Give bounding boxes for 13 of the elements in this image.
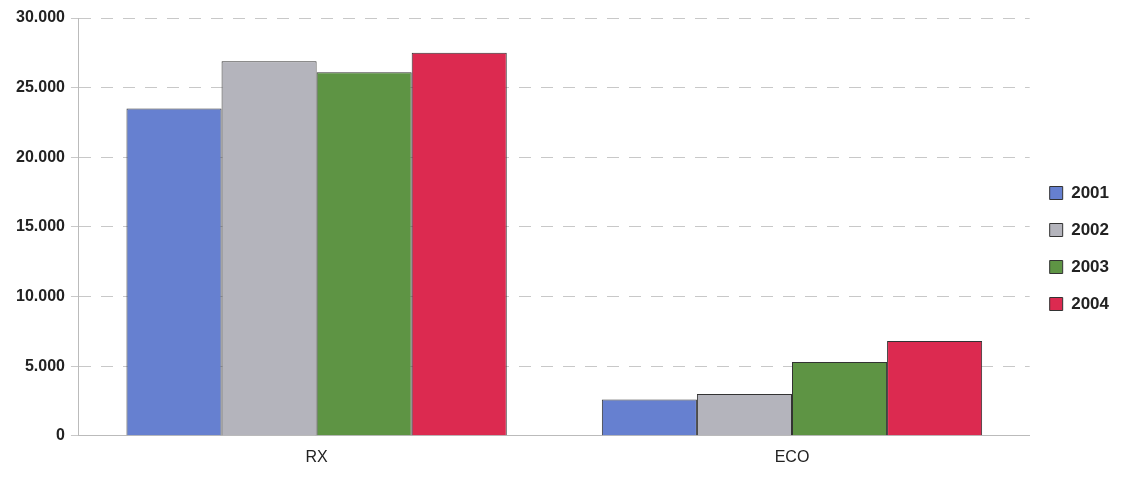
x-tick-label: RX: [305, 447, 329, 465]
y-tick-label: 10.000: [16, 286, 66, 304]
y-tick-label: 5.000: [24, 356, 66, 374]
y-tick-label: 30.000: [16, 8, 66, 26]
legend-label: 2002: [1071, 219, 1110, 239]
y-tick-label: 20.000: [16, 147, 66, 165]
y-tick-label: 15.000: [16, 217, 66, 235]
legend-label: 2001: [1071, 182, 1110, 202]
x-tick-label: ECO: [774, 447, 810, 465]
y-tick-label: 25.000: [16, 78, 66, 96]
legend-label: 2003: [1071, 256, 1110, 276]
y-tick-label: 0: [56, 426, 66, 444]
legend-label: 2004: [1071, 293, 1110, 313]
